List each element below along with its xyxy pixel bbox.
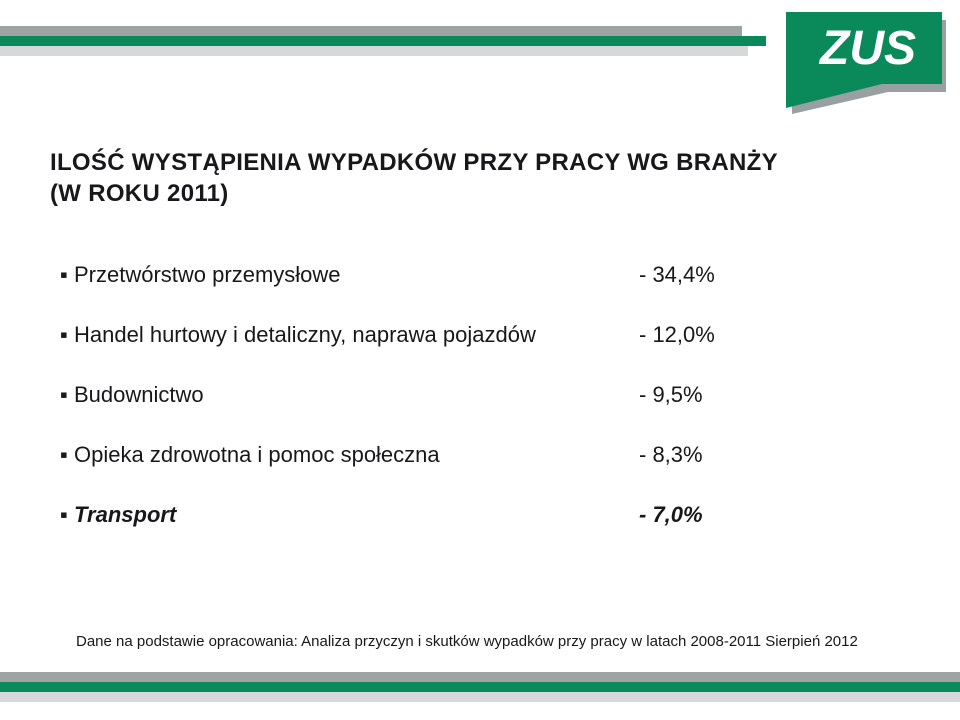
item-label: Przetwórstwo przemysłowe [74, 262, 639, 288]
list-item: ▪Opieka zdrowotna i pomoc społeczna- 8,3… [60, 442, 900, 468]
footer-band-green [0, 682, 960, 692]
zus-logo-svg: ZUS [778, 6, 946, 114]
item-label: Transport [74, 502, 639, 528]
bullet-icon: ▪ [60, 322, 74, 348]
item-label: Handel hurtowy i detaliczny, naprawa poj… [74, 322, 639, 348]
item-label: Opieka zdrowotna i pomoc społeczna [74, 442, 639, 468]
source-footnote: Dane na podstawie opracowania: Analiza p… [76, 633, 896, 650]
list-item: ▪Przetwórstwo przemysłowe- 34,4% [60, 262, 900, 288]
list-item: ▪Budownictwo- 9,5% [60, 382, 900, 408]
list-item: ▪Handel hurtowy i detaliczny, naprawa po… [60, 322, 900, 348]
header-band [0, 26, 766, 56]
header-band-gray-bottom [0, 46, 748, 56]
item-value: - 12,0% [639, 322, 789, 348]
bullet-icon: ▪ [60, 502, 74, 528]
title-line-1: ILOŚĆ WYSTĄPIENIA WYPADKÓW PRZY PRACY WG… [50, 148, 910, 179]
bullet-icon: ▪ [60, 262, 74, 288]
footer-band-gray-top [0, 672, 960, 682]
item-value: - 7,0% [639, 502, 789, 528]
zus-logo-text: ZUS [818, 22, 916, 75]
header-band-green [0, 36, 766, 46]
footer-band-gray-bottom [0, 692, 960, 702]
item-label: Budownictwo [74, 382, 639, 408]
slide-title: ILOŚĆ WYSTĄPIENIA WYPADKÓW PRZY PRACY WG… [50, 148, 910, 209]
item-value: - 34,4% [639, 262, 789, 288]
zus-logo: ZUS [778, 6, 946, 114]
bullet-icon: ▪ [60, 442, 74, 468]
list-item: ▪Transport- 7,0% [60, 502, 900, 528]
slide: ZUS ILOŚĆ WYSTĄPIENIA WYPADKÓW PRZY PRAC… [0, 0, 960, 720]
footer-band [0, 672, 960, 702]
item-value: - 9,5% [639, 382, 789, 408]
item-value: - 8,3% [639, 442, 789, 468]
title-line-2: (W ROKU 2011) [50, 179, 910, 210]
industry-list: ▪Przetwórstwo przemysłowe- 34,4%▪Handel … [60, 262, 900, 562]
header-band-gray-top [0, 26, 742, 36]
bullet-icon: ▪ [60, 382, 74, 408]
